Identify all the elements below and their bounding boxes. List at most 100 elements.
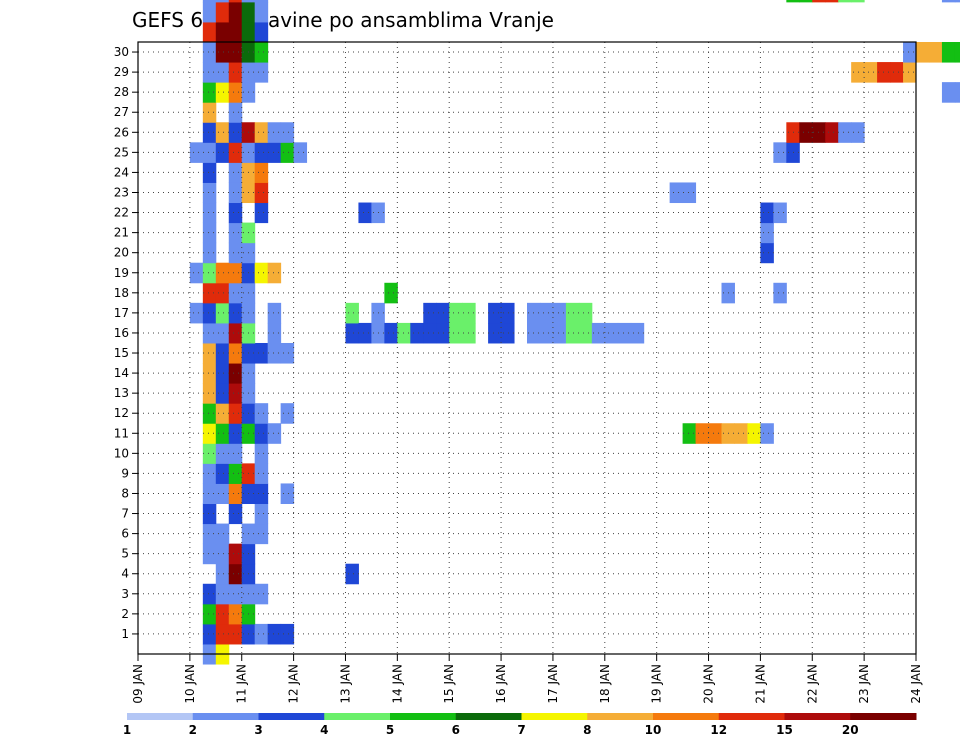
x-tick-label: 13 JAN	[338, 664, 352, 704]
heatmap-cell	[928, 42, 943, 63]
heatmap-cell	[501, 322, 515, 344]
heatmap-cell	[228, 62, 243, 83]
heatmap-cell	[578, 302, 593, 324]
x-axis: 09 JAN 10 JAN 11 JAN 12 JAN 13 JAN 14 JAN 15 J…	[131, 654, 923, 704]
heatmap-cell	[202, 302, 217, 324]
heatmap-cell	[695, 423, 710, 444]
heatmap-cell	[228, 142, 243, 163]
heatmap-cell	[617, 322, 632, 344]
heatmap-cell	[228, 122, 243, 143]
colorbar-swatch	[718, 713, 785, 720]
heatmap-cell	[267, 623, 282, 645]
heatmap-cell	[189, 142, 204, 163]
heatmap-cell	[228, 563, 243, 585]
heatmap-cell	[825, 0, 839, 3]
heatmap-cell	[228, 42, 243, 63]
heatmap-cell	[228, 182, 243, 204]
heatmap-cell	[254, 342, 269, 364]
heatmap-cell	[228, 543, 243, 565]
heatmap-cell	[578, 322, 593, 344]
heatmap-cell	[202, 523, 217, 545]
y-tick-label: 7	[121, 507, 129, 521]
heatmap-cell	[565, 322, 580, 344]
heatmap-cell	[228, 363, 243, 384]
heatmap-cell	[202, 222, 217, 244]
heatmap-cell	[254, 62, 269, 83]
y-tick-label: 6	[121, 527, 129, 541]
colorbar-swatch	[324, 713, 391, 720]
y-tick-label: 9	[121, 466, 129, 480]
heatmap-cell	[838, 0, 852, 3]
heatmap-cell	[228, 403, 243, 424]
heatmap-cell	[202, 503, 217, 525]
heatmap-cell	[280, 122, 295, 143]
heatmap-cell	[215, 82, 230, 103]
heatmap-cell	[384, 282, 398, 304]
heatmap-cell	[202, 623, 217, 645]
heatmap-cell	[280, 623, 295, 645]
heatmap-cell	[228, 623, 243, 645]
heatmap-cell	[941, 42, 956, 63]
y-tick-label: 16	[114, 326, 129, 340]
colorbar-swatch	[521, 713, 588, 720]
heatmap-cell	[890, 62, 904, 83]
heatmap-cell	[215, 583, 230, 605]
heatmap-cell	[851, 122, 865, 143]
heatmap-cell	[552, 322, 567, 344]
heatmap-cell	[941, 0, 956, 3]
heatmap-cell	[423, 302, 437, 324]
heatmap-cell	[488, 322, 502, 344]
chart-title: GEFS 6hr padavine po ansamblima Vranje	[132, 8, 554, 32]
y-tick-label: 25	[114, 145, 129, 159]
y-tick-label: 1	[121, 627, 129, 641]
heatmap-cell	[345, 302, 359, 324]
heatmap-cell	[254, 262, 269, 284]
heatmap-cell	[254, 403, 269, 424]
heatmap-cell	[215, 463, 230, 484]
colorbar-swatch	[850, 713, 917, 720]
heatmap-cell	[215, 403, 230, 424]
heatmap-cell	[552, 302, 567, 324]
y-tick-label: 5	[121, 547, 129, 561]
heatmap-cell	[202, 543, 217, 565]
y-tick-label: 26	[114, 125, 129, 139]
heatmap-cell	[215, 142, 230, 163]
heatmap-cell	[267, 122, 282, 143]
x-tick-label: 19 JAN	[650, 664, 664, 704]
heatmap-cell	[228, 503, 243, 525]
x-tick-label: 21 JAN	[753, 664, 767, 704]
heatmap-cell	[760, 222, 774, 244]
heatmap-cell	[202, 122, 217, 143]
heatmap-cell	[215, 302, 230, 324]
heatmap-cell	[254, 483, 269, 505]
heatmap-cell	[954, 82, 960, 103]
heatmap-cell	[202, 62, 217, 83]
y-axis: 1234567891011121314151617181920212223242…	[114, 45, 138, 641]
heatmap-cell	[202, 82, 217, 103]
colorbar-label: 7	[517, 723, 525, 737]
heatmap-cell	[254, 423, 269, 444]
heatmap-cell	[436, 302, 450, 324]
heatmap-cell	[202, 1, 217, 23]
heatmap-cell	[280, 342, 295, 364]
colorbar-swatch	[455, 713, 522, 720]
x-tick-label: 23 JAN	[857, 664, 871, 704]
heatmap-cell	[202, 403, 217, 424]
heatmap-cell	[825, 122, 839, 143]
heatmap-cell	[228, 0, 243, 3]
heatmap-cell	[228, 102, 243, 123]
heatmap-cell	[202, 242, 217, 264]
colorbar-label: 15	[776, 723, 793, 737]
y-tick-label: 8	[121, 486, 129, 500]
plot-frame	[137, 41, 917, 655]
heatmap-cell	[202, 21, 217, 43]
heatmap-cell	[202, 202, 217, 224]
heatmap-cell	[747, 423, 761, 444]
heatmap-cell	[228, 242, 243, 264]
heatmap-cell	[851, 0, 865, 3]
heatmap-cell	[838, 122, 852, 143]
heatmap-cell	[202, 483, 217, 505]
y-tick-label: 10	[114, 446, 129, 460]
y-tick-label: 29	[114, 65, 129, 79]
heatmap-cell	[215, 623, 230, 645]
